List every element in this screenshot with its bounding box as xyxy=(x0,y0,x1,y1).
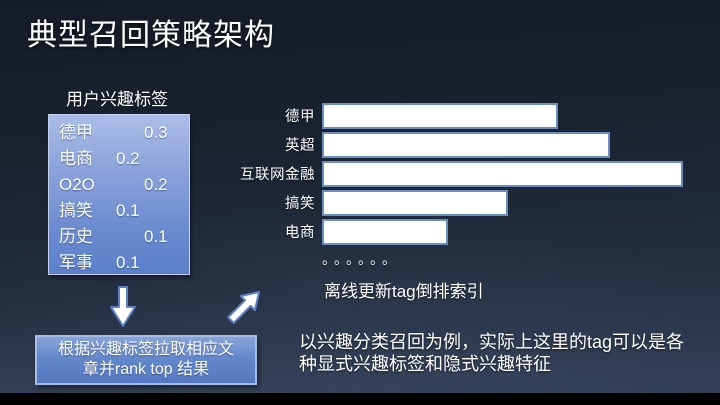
tag-label: O2O xyxy=(59,175,95,194)
tag-value: 0.2 xyxy=(144,175,168,194)
bar-row: 互联网金融 xyxy=(240,159,683,188)
bar xyxy=(322,102,558,129)
tag-value: 0.2 xyxy=(116,149,140,168)
note-line: 种显式兴趣标签和隐式兴趣特征 xyxy=(299,354,551,374)
inverted-index-bars: 德甲 英超 互联网金融 搞笑 电商 xyxy=(240,101,683,246)
note-text: 以兴趣分类召回为例，实际上这里的tag可以是各 种显式兴趣标签和隐式兴趣特征 xyxy=(299,331,684,375)
bar-label: 德甲 xyxy=(285,109,315,125)
bar xyxy=(322,218,448,245)
tag-label: 军事 xyxy=(59,253,93,272)
tag-value: 0.1 xyxy=(116,201,140,220)
note-line: 以兴趣分类召回为例，实际上这里的tag可以是各 xyxy=(299,332,685,352)
tag-label: 电商 xyxy=(59,149,93,168)
tag-row: 搞笑 0.1 xyxy=(59,198,189,224)
bar-row: 电商 xyxy=(240,217,683,246)
bar-row: 搞笑 xyxy=(240,188,683,217)
tag-row: 德甲 0.3 xyxy=(59,120,189,146)
tag-row: O2O 0.2 xyxy=(59,172,189,198)
bar xyxy=(322,131,610,158)
tag-row: 历史 0.1 xyxy=(59,224,189,250)
inverted-index-caption: 离线更新tag倒排索引 xyxy=(324,282,484,301)
tag-value: 0.1 xyxy=(116,253,140,272)
bar xyxy=(322,189,508,216)
bar-row: 德甲 xyxy=(240,101,683,130)
tag-row: 电商 0.2 xyxy=(59,146,189,172)
process-box-line: 根据兴趣标签拉取相应文 xyxy=(57,341,234,358)
bar-label: 搞笑 xyxy=(285,196,315,212)
arrow-up-right-icon xyxy=(217,278,274,335)
process-box-line: 章并rank top 结果 xyxy=(82,361,210,378)
ellipsis-dots: 。。。。。。 xyxy=(322,251,401,267)
tag-value: 0.1 xyxy=(144,227,168,246)
tag-label: 搞笑 xyxy=(59,201,93,220)
process-box: 根据兴趣标签拉取相应文 章并rank top 结果 xyxy=(35,335,257,385)
tag-label: 历史 xyxy=(59,227,93,246)
user-tags-box: 德甲 0.3 电商 0.2 O2O 0.2 搞笑 0.1 历史 0.1 军事 0… xyxy=(48,114,190,275)
bar-label: 英超 xyxy=(285,138,315,154)
bar-row: 英超 xyxy=(240,130,683,159)
bar-label: 互联网金融 xyxy=(240,167,315,183)
tag-value: 0.3 xyxy=(144,123,168,142)
bottom-black-strip xyxy=(0,393,720,405)
bar xyxy=(322,160,683,187)
bar-label: 电商 xyxy=(285,225,315,241)
user-tags-heading: 用户兴趣标签 xyxy=(66,90,168,109)
tag-row: 军事 0.1 xyxy=(59,250,189,276)
tag-label: 德甲 xyxy=(59,123,93,142)
page-title: 典型召回策略架构 xyxy=(27,19,275,52)
arrow-down-icon xyxy=(110,286,136,327)
